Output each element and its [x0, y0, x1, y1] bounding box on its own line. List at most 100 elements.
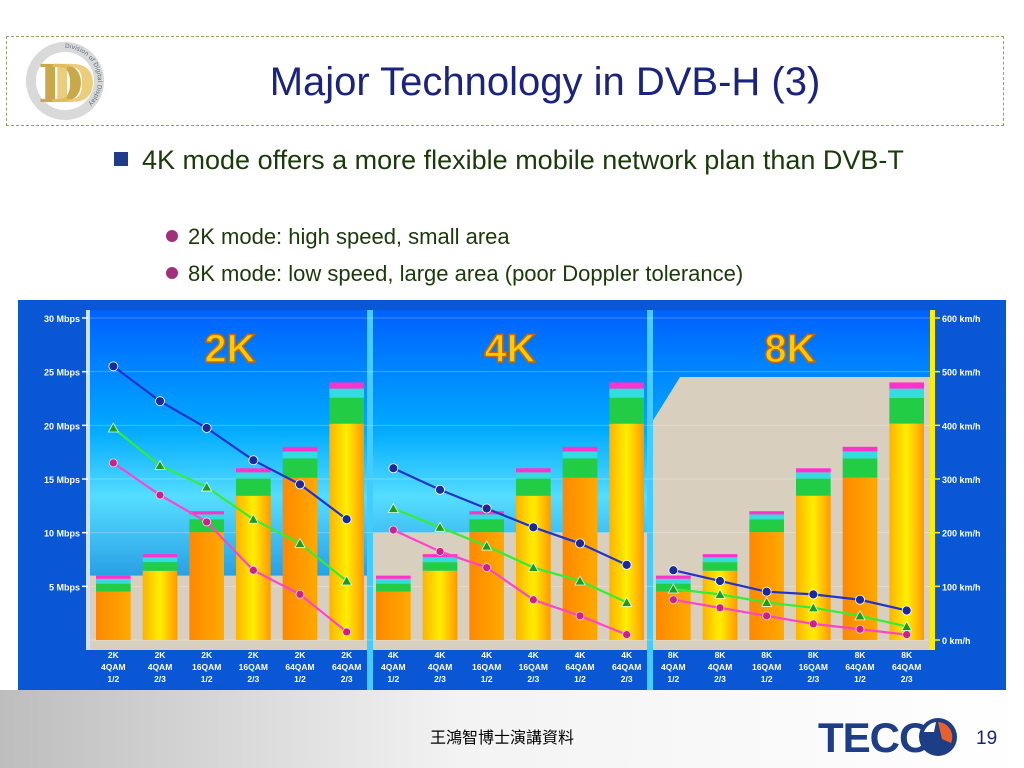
speed-line	[392, 528, 628, 636]
bar-margin-cyan	[656, 578, 691, 584]
category-label: 64QAM	[845, 662, 874, 672]
bar-cap-magenta	[142, 554, 178, 558]
speed-point	[760, 596, 773, 607]
page-title: Major Technology in DVB-H (3)	[269, 60, 821, 104]
category-label: 2K	[248, 650, 260, 660]
category-label: 4QAM	[428, 662, 453, 672]
speed-point	[622, 630, 632, 640]
speed-point	[668, 595, 678, 605]
speed-point	[295, 589, 305, 599]
category-label: 4QAM	[661, 662, 686, 672]
bar-margin-cyan	[516, 472, 551, 479]
speed-point	[902, 630, 912, 640]
bar	[376, 575, 411, 640]
bar-margin-cyan	[889, 388, 924, 398]
category-label: 16QAM	[752, 662, 781, 672]
bar-margin-green	[842, 458, 878, 478]
category-label: 16QAM	[239, 662, 268, 672]
bar-margin-green	[609, 397, 644, 424]
bar-margin-green	[562, 458, 598, 478]
bar-body	[282, 477, 318, 640]
bar	[96, 575, 131, 640]
panel-title: 2K	[204, 327, 255, 371]
bar-cap-magenta	[609, 382, 644, 389]
bar-cap-magenta	[96, 575, 131, 579]
speed-point	[340, 575, 353, 586]
bar-margin-green	[516, 478, 551, 496]
main-bullet: 4K mode offers a more flexible mobile ne…	[114, 144, 978, 177]
bar-margin-cyan	[749, 514, 784, 520]
bar	[236, 468, 271, 640]
speed-point	[528, 522, 539, 533]
bar-margin-cyan	[376, 578, 411, 584]
footer-text: 王鴻智博士演講資料	[430, 728, 575, 747]
bar-margin-cyan	[142, 557, 178, 563]
y-left-tick-label: 30 Mbps	[44, 314, 80, 324]
bar-margin-cyan	[236, 472, 271, 479]
bar-cap-magenta	[889, 382, 924, 389]
y-right-tick-label: 300 km/h	[942, 475, 981, 485]
terrain-4k	[370, 532, 650, 650]
speed-line	[112, 461, 348, 633]
speed-point	[387, 502, 400, 513]
category-label: 64QAM	[332, 662, 361, 672]
bar	[889, 382, 924, 640]
bar-margin-cyan	[842, 451, 878, 459]
main-bullet-text: 4K mode offers a more flexible mobile ne…	[142, 145, 904, 175]
speed-point	[435, 484, 445, 495]
speed-point	[294, 537, 306, 548]
bar-cap-magenta	[656, 575, 691, 579]
speed-point	[761, 586, 772, 597]
category-label: 8K	[715, 650, 727, 660]
bar-body	[609, 423, 644, 640]
footer-band	[0, 690, 1024, 768]
bar-cap-magenta	[329, 382, 364, 389]
bar-margin-cyan	[702, 557, 738, 563]
bar-margin-green	[142, 562, 178, 571]
speed-point	[107, 422, 120, 433]
panel-divider	[647, 310, 653, 695]
bar-body	[376, 591, 411, 640]
category-label: 4QAM	[381, 662, 406, 672]
bar-margin-green	[796, 478, 831, 496]
y-right-tick-label: 500 km/h	[942, 368, 981, 378]
speed-point	[155, 396, 165, 407]
category-label: 2/3	[434, 674, 446, 684]
category-label: 2K	[295, 650, 307, 660]
teco-logo: TECO	[818, 714, 957, 760]
category-label: 4K	[528, 650, 540, 660]
bar	[796, 468, 831, 640]
title-frame	[6, 36, 1004, 126]
y-right-tick-label: 100 km/h	[942, 582, 981, 592]
bar-body	[189, 532, 224, 640]
logo-letters-shadow: D	[50, 54, 95, 115]
y-left-tick-label: 10 Mbps	[44, 529, 80, 539]
speed-point	[808, 589, 819, 600]
category-label: 16QAM	[472, 662, 501, 672]
logo-letters: D	[38, 54, 83, 115]
speed-line	[673, 569, 907, 612]
round-bullet-icon	[166, 230, 178, 242]
category-label: 4QAM	[101, 662, 126, 672]
category-label: 2/3	[341, 674, 353, 684]
speed-point	[808, 619, 818, 629]
panel-title: 8K	[764, 327, 815, 371]
bar-cap-magenta	[282, 446, 318, 452]
bar-cap-magenta	[189, 511, 224, 515]
speed-point	[248, 565, 258, 575]
speed-point	[807, 601, 820, 613]
bar	[142, 554, 178, 640]
bar-margin-cyan	[796, 472, 831, 479]
bar-margin-cyan	[329, 388, 364, 398]
speed-line	[112, 365, 348, 521]
bar-body	[796, 495, 831, 640]
speed-line	[392, 467, 628, 566]
speed-point	[388, 463, 399, 474]
speed-point	[855, 624, 865, 634]
speed-line	[673, 587, 907, 628]
bar	[516, 468, 551, 640]
speed-point	[855, 594, 865, 605]
page-number: 19	[976, 728, 998, 749]
category-label: 8K	[761, 650, 773, 660]
category-label: 1/2	[761, 674, 773, 684]
